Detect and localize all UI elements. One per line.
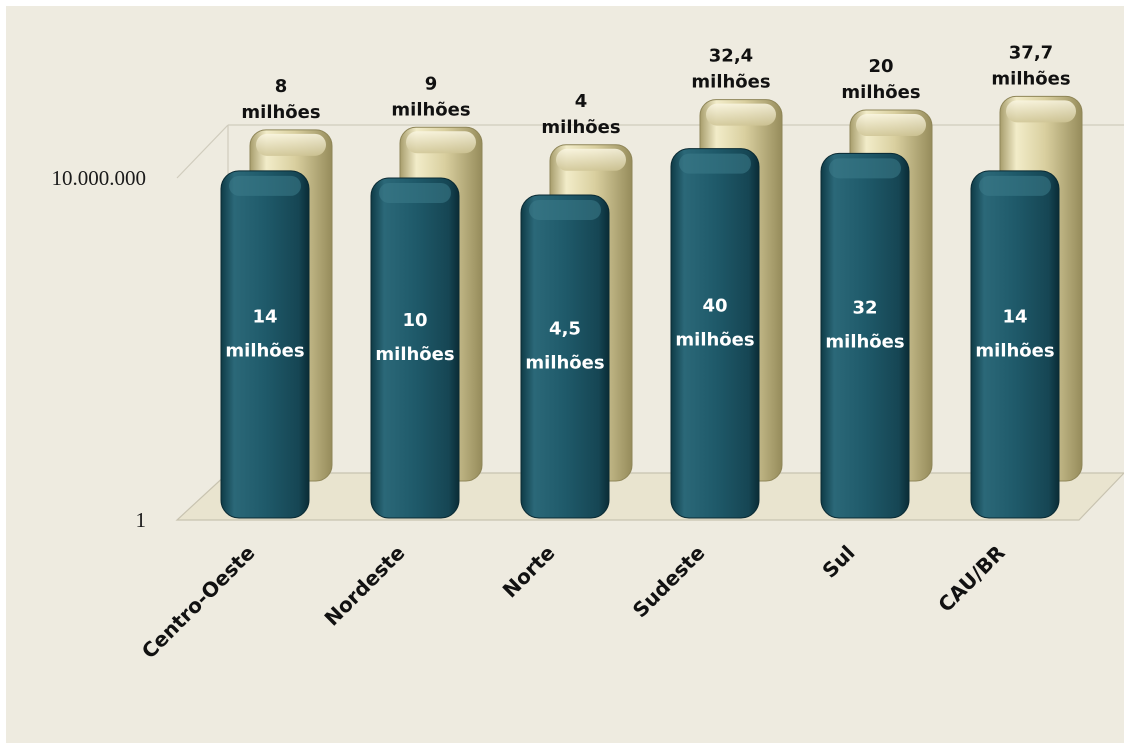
- x-axis-labels: Centro-Oeste Nordeste Norte Sudeste Sul CAU/B…: [137, 541, 1010, 664]
- back-bar-top-highlight: [706, 103, 776, 126]
- back-series: 8 milhões 9 milhões 4 milhões 32,4 milhões 20 mil…: [241, 42, 1083, 482]
- front-bar: [970, 170, 1060, 519]
- back-value-unit: milhões: [841, 82, 920, 103]
- x-category-label: Sudeste: [628, 541, 710, 623]
- x-category-label: Sul: [817, 541, 859, 583]
- side-wall-top-edge: [176, 124, 229, 179]
- x-category-label: Centro-Oeste: [137, 541, 260, 664]
- front-value-unit: milhões: [975, 340, 1054, 361]
- back-value-unit: milhões: [391, 99, 470, 120]
- y-tick-label: 10.000.000: [52, 166, 147, 190]
- back-bar-top-highlight: [406, 131, 476, 154]
- front-bar-top-highlight: [679, 153, 751, 174]
- back-bar-top-highlight: [1006, 100, 1076, 123]
- back-value-label: 8: [275, 76, 288, 97]
- front-value-label: 32: [852, 298, 877, 319]
- front-bar-top-highlight: [979, 175, 1051, 196]
- front-bar: [670, 148, 760, 519]
- front-bar-top-highlight: [529, 199, 601, 220]
- front-value-label: 40: [702, 295, 727, 316]
- front-value-unit: milhões: [675, 329, 754, 350]
- back-value-unit: milhões: [691, 72, 770, 93]
- front-value-unit: milhões: [525, 352, 604, 373]
- y-axis: 1 10.000.000: [52, 166, 147, 532]
- front-bar: [520, 194, 610, 519]
- front-bar: [370, 177, 460, 519]
- back-value-label: 4: [575, 91, 588, 112]
- front-value-label: 4,5: [549, 318, 581, 339]
- back-value-label: 20: [868, 56, 893, 77]
- front-value-unit: milhões: [375, 344, 454, 365]
- front-bar: [220, 170, 310, 519]
- front-value-label: 10: [402, 310, 427, 331]
- back-value-label: 37,7: [1009, 42, 1053, 63]
- x-category-label: Nordeste: [320, 541, 410, 631]
- back-bar-top-highlight: [256, 133, 326, 156]
- x-category-label: CAU/BR: [933, 541, 1009, 617]
- back-bar-top-highlight: [556, 148, 626, 171]
- back-value-label: 32,4: [709, 46, 753, 67]
- back-value-unit: milhões: [541, 117, 620, 138]
- back-value-label: 9: [425, 73, 438, 94]
- chart-frame: 1 10.000.000 8 milhões 9 milhões 4 milhões 32,4…: [6, 6, 1124, 743]
- x-category-label: Norte: [498, 541, 560, 603]
- back-value-unit: milhões: [241, 102, 320, 123]
- front-value-label: 14: [252, 306, 277, 327]
- front-bar-top-highlight: [379, 183, 451, 203]
- front-value-unit: milhões: [225, 340, 304, 361]
- front-bar-top-highlight: [229, 175, 301, 196]
- front-value-label: 14: [1002, 306, 1027, 327]
- bar-chart-3d: 1 10.000.000 8 milhões 9 milhões 4 milhões 32,4…: [52, 42, 1124, 664]
- front-bar: [820, 152, 910, 519]
- front-bar-top-highlight: [829, 158, 901, 179]
- front-value-unit: milhões: [825, 332, 904, 353]
- back-value-unit: milhões: [991, 68, 1070, 89]
- back-bar-top-highlight: [856, 114, 926, 137]
- front-series: 14 milhões 10 milhões 4,5 milhões 40 milhões 32 m…: [220, 148, 1060, 519]
- y-tick-label: 1: [136, 508, 147, 532]
